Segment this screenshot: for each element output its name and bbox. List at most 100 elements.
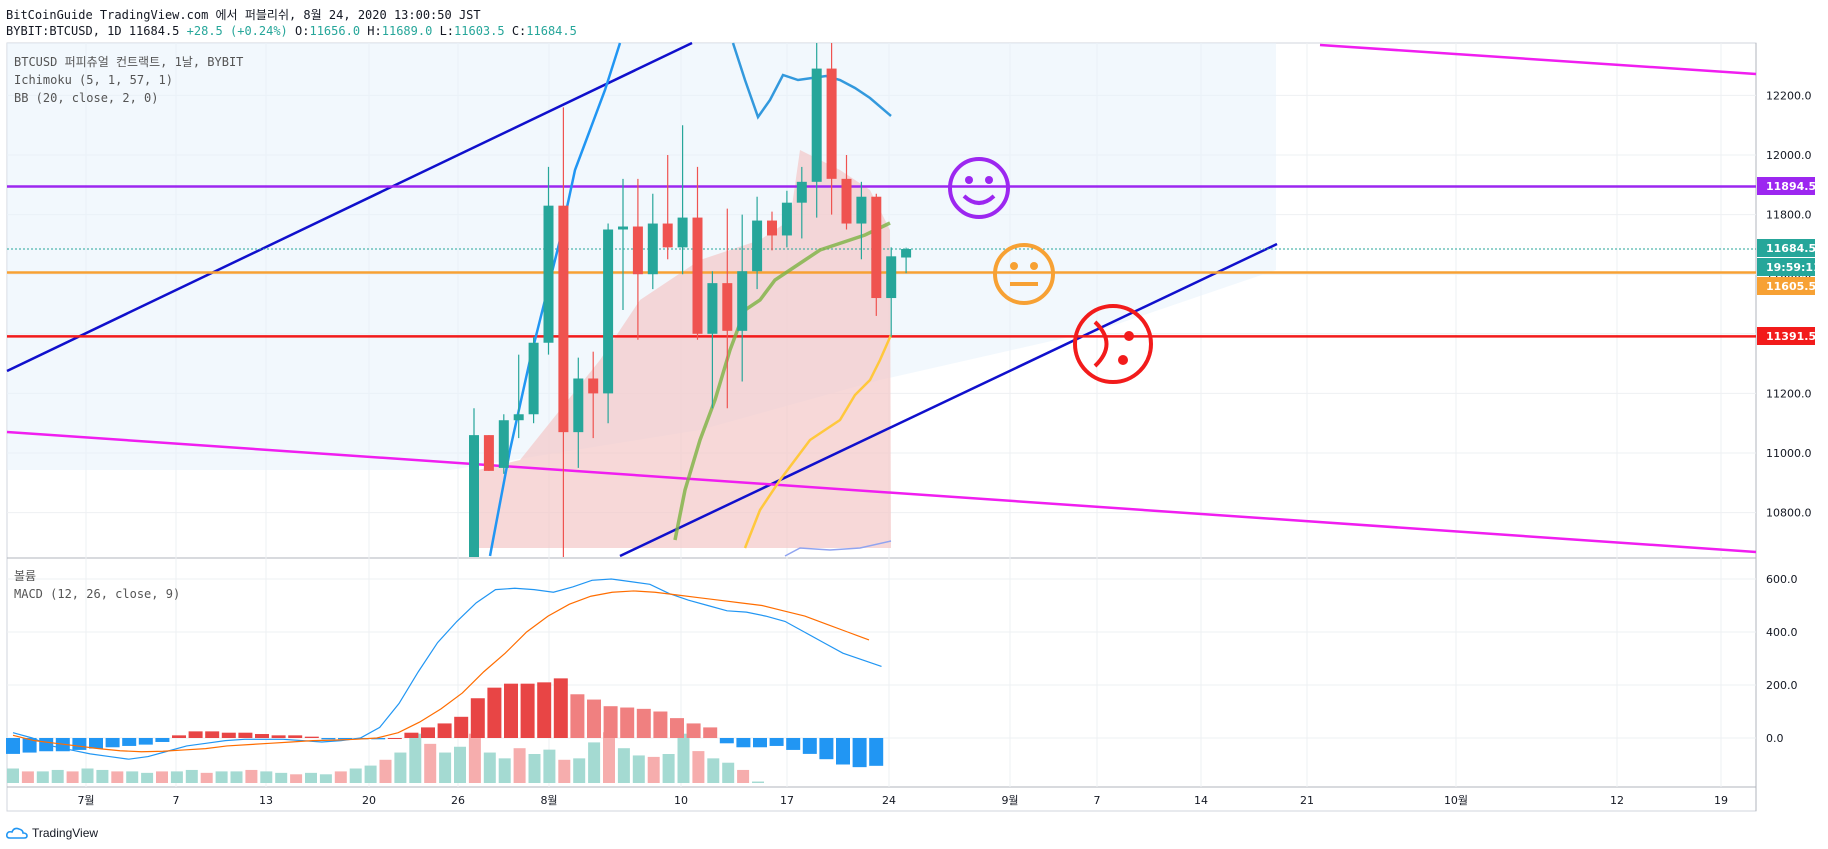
candle-body [901,249,912,258]
price-label-box [1757,327,1815,345]
candle-body [841,178,852,224]
candle-body [573,378,584,433]
low-value: 11603.5 [454,24,505,38]
macd-histogram [6,678,884,768]
macd-hist-bar [72,738,87,750]
candle-body [677,217,688,248]
candles [469,43,912,557]
macd-hist-bar [255,734,269,738]
volume-bar [603,732,615,783]
volume-bar [468,733,481,783]
volume-bar [141,772,154,783]
candle-body [618,226,628,230]
volume-bar [349,768,362,783]
lower-channel-line[interactable] [619,242,1278,558]
candle-body [513,414,524,421]
volume-bar [364,765,377,783]
macd-hist-bar [404,732,419,738]
cloud-logo-icon [6,827,28,839]
candle-body [752,220,763,272]
macd-axis[interactable]: 0.0 200.0 400.0 600.0 [1766,573,1798,745]
volume-bar [7,768,19,783]
macd-hist-bar [553,678,568,738]
volume-bar [215,771,228,783]
macd-hist-bar [686,723,701,738]
lower-magenta-line[interactable] [6,430,1757,554]
macd-hist-bar [371,738,386,740]
macd-hist-bar [786,738,801,750]
ohlc-header: BYBIT:BTCUSD, 1D 11684.5 +28.5 (+0.24%) … [6,24,577,38]
macd-hist-bar [520,683,535,738]
volume-bar [111,771,124,783]
volume-bar [409,733,422,783]
volume-bar [305,772,317,783]
candle-body [767,220,777,236]
legend-bb: BB (20, close, 2, 0) [14,91,159,105]
macd-hist-bar [719,738,734,744]
time-tick-label: 7월 [77,794,94,807]
price-axis[interactable]: 10800.011000.011200.011400.011600.011800… [1766,89,1812,519]
time-tick-label: 9월 [1001,794,1018,807]
volume-bar [439,752,452,783]
time-tick-label: 8월 [540,794,557,807]
price-label-box [1757,239,1815,257]
price-label-box [1757,277,1815,295]
volume-bar [424,743,437,783]
price-label: 19:59:11 [1766,261,1821,274]
volume-bar [647,756,660,783]
volume-bar [200,772,213,783]
time-tick-label: 10월 [1444,794,1468,807]
candle-body [856,196,867,224]
price-label: 11894.5 [1766,180,1816,193]
open-label: O: [295,24,310,38]
macd-hist-bar [304,736,319,738]
candle-body [692,217,703,334]
macd-hist-bar [138,738,153,745]
time-axis[interactable]: 7월 7 13 20 26 8월 10 17 24 9월 7 14 21 10월 12 19 [77,794,1728,807]
time-tick-label: 12 [1610,794,1624,807]
candle-body [528,342,539,415]
macd-tick-label: 200.0 [1766,679,1798,692]
macd-hist-bar [387,738,402,739]
volume-bar [230,771,243,783]
candle-body [707,283,718,334]
candle-body [603,229,614,394]
time-tick-label: 20 [362,794,376,807]
volume-bar [483,752,496,783]
volume-bar [752,781,764,783]
time-tick-label: 7 [173,794,180,807]
time-tick-label: 24 [882,794,896,807]
publish-info: BitCoinGuide TradingView.com 에서 퍼블리쉬, 8월… [6,8,481,22]
macd-hist-bar [205,731,220,738]
volume-bar [737,769,750,783]
signal-line [12,590,870,753]
high-label: H: [367,24,382,38]
bb-lower-line [784,540,892,557]
candle-body [483,435,494,471]
price-labels: 11894.5 11684.5 19:59:11 11605.5 11391.5 [1757,177,1821,345]
volume-bar [81,768,94,783]
candle-body [558,205,569,433]
volume-bar [36,771,49,783]
upper-magenta-line[interactable] [1319,43,1757,76]
high-value: 11689.0 [381,24,433,38]
macd-hist-bar [653,711,668,738]
macd-hist-bar [271,735,286,738]
macd-hist-bar [122,738,137,746]
upper-channel-line[interactable] [6,41,693,373]
macd-hist-bar [288,735,303,738]
sad-face-icon [1073,304,1153,384]
candle-body [588,378,599,394]
macd-hist-bar [570,694,585,738]
tradingview-footer[interactable]: TradingView [6,826,98,840]
candle-body [469,435,479,557]
horizontal-levels [7,185,1756,338]
macd-hist-bar [89,738,103,749]
legend-macd: MACD (12, 26, close, 9) [14,587,180,601]
time-tick-label: 14 [1194,794,1208,807]
price-label-box [1757,177,1815,195]
price-change: +28.5 (+0.24%) [186,24,288,38]
close-value: 11684.5 [526,24,577,38]
macd-hist-bar [753,738,767,748]
